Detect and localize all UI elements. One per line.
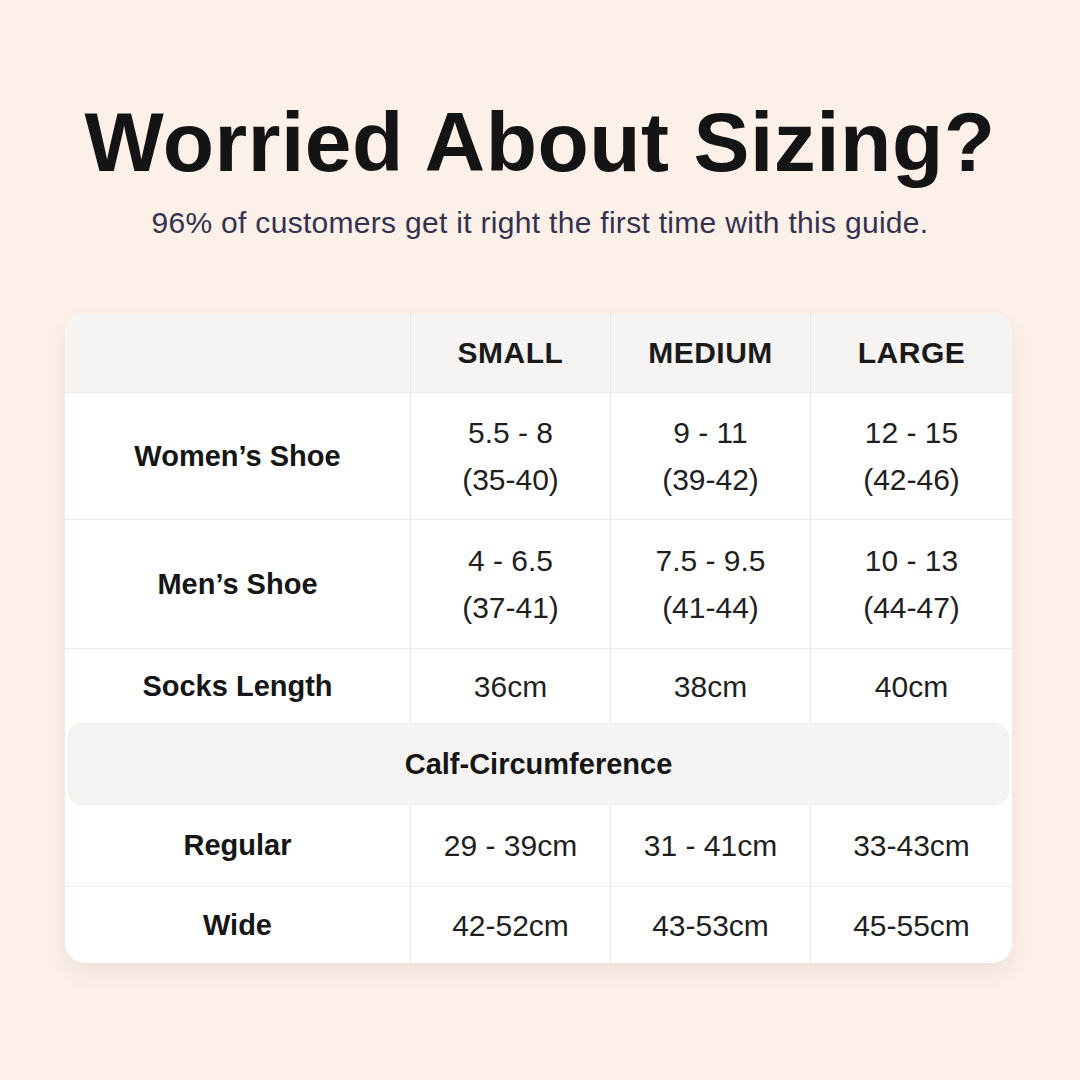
- table-row-socks-length: Socks Length 36cm 38cm 40cm: [65, 648, 1012, 723]
- cell-mens-small: 4 - 6.5 (37-41): [410, 520, 610, 648]
- cell-regular-large: 33-43cm: [810, 805, 1012, 886]
- header-cell-empty: [65, 313, 410, 392]
- cell-wide-large: 45-55cm: [810, 887, 1012, 963]
- table-header-row: SMALL MEDIUM LARGE: [65, 313, 1012, 392]
- cell-wide-medium: 43-53cm: [610, 887, 810, 963]
- cell-womens-medium: 9 - 11 (39-42): [610, 393, 810, 519]
- col-header-small: SMALL: [410, 313, 610, 392]
- cell-womens-small: 5.5 - 8 (35-40): [410, 393, 610, 519]
- cell-regular-small: 29 - 39cm: [410, 805, 610, 886]
- row-label-regular: Regular: [65, 805, 410, 886]
- table-row-regular: Regular 29 - 39cm 31 - 41cm 33-43cm: [65, 805, 1012, 886]
- row-label-mens-shoe: Men’s Shoe: [65, 520, 410, 648]
- cell-socks-small: 36cm: [410, 649, 610, 723]
- cell-womens-large: 12 - 15 (42-46): [810, 393, 1012, 519]
- cell-regular-medium: 31 - 41cm: [610, 805, 810, 886]
- section-header-label: Calf-Circumference: [405, 748, 673, 781]
- cell-wide-small: 42-52cm: [410, 887, 610, 963]
- table-row-womens-shoe: Women’s Shoe 5.5 - 8 (35-40) 9 - 11 (39-…: [65, 392, 1012, 519]
- cell-socks-medium: 38cm: [610, 649, 810, 723]
- row-label-womens-shoe: Women’s Shoe: [65, 393, 410, 519]
- size-table: SMALL MEDIUM LARGE Women’s Shoe 5.5 - 8 …: [65, 313, 1012, 963]
- sizing-guide-poster: { "colors": { "page_background": "#FCF0E…: [0, 0, 1080, 1080]
- section-header-calf-circumference: Calf-Circumference: [68, 723, 1009, 805]
- col-header-large: LARGE: [810, 313, 1012, 392]
- table-row-wide: Wide 42-52cm 43-53cm 45-55cm: [65, 886, 1012, 963]
- col-header-medium: MEDIUM: [610, 313, 810, 392]
- cell-mens-large: 10 - 13 (44-47): [810, 520, 1012, 648]
- row-label-socks-length: Socks Length: [65, 649, 410, 723]
- page-subtitle: 96% of customers get it right the first …: [0, 206, 1080, 240]
- cell-socks-large: 40cm: [810, 649, 1012, 723]
- table-row-mens-shoe: Men’s Shoe 4 - 6.5 (37-41) 7.5 - 9.5 (41…: [65, 519, 1012, 648]
- row-label-wide: Wide: [65, 887, 410, 963]
- page-title: Worried About Sizing?: [0, 98, 1080, 186]
- cell-mens-medium: 7.5 - 9.5 (41-44): [610, 520, 810, 648]
